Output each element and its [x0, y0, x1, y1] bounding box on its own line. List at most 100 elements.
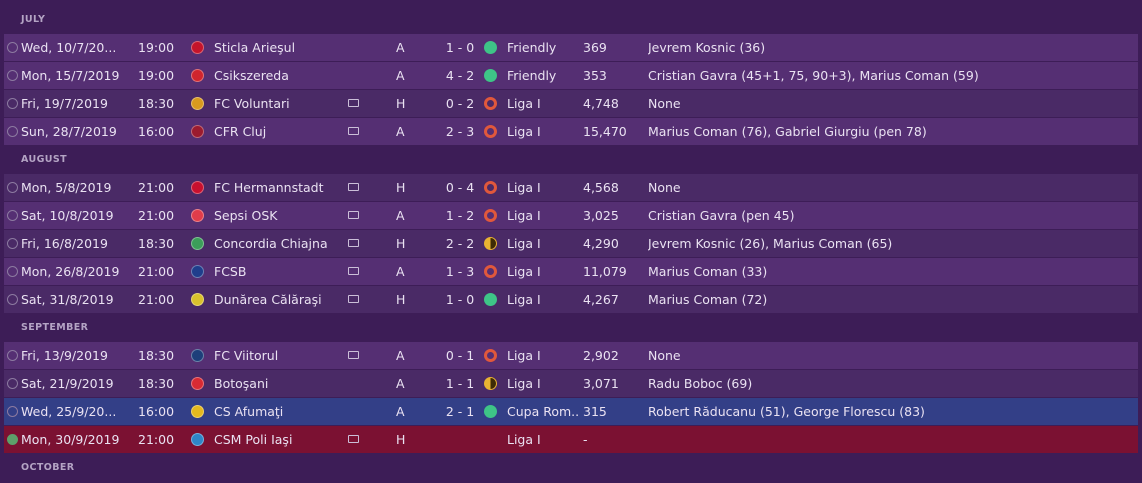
attendance: 315 — [583, 404, 607, 419]
competition-link[interactable]: Liga I — [507, 376, 541, 391]
fixture-row[interactable]: Wed, 25/9/20... 16:00 CS Afumaţi A 2 - 1 Cupa… — [4, 398, 1138, 425]
fixture-row[interactable]: Fri, 13/9/2019 18:30 FC Viitorul A 0 - 1 Liga… — [4, 342, 1138, 369]
select-checkbox[interactable] — [7, 406, 18, 417]
select-checkbox[interactable] — [7, 98, 18, 109]
result-loss-icon — [484, 209, 497, 222]
match-date: Mon, 15/7/2019 — [21, 68, 120, 83]
competition-link[interactable]: Liga I — [507, 96, 541, 111]
fixture-row[interactable]: Mon, 5/8/2019 21:00 FC Hermannstadt H 0 - 4 L… — [4, 174, 1138, 201]
competition-link[interactable]: Liga I — [507, 180, 541, 195]
score: 0 - 2 — [445, 96, 475, 111]
competition-link[interactable]: Liga I — [507, 432, 541, 447]
club-badge-icon — [191, 125, 204, 138]
club-badge-icon — [191, 377, 204, 390]
score: 4 - 2 — [445, 68, 475, 83]
fixture-row[interactable]: Mon, 26/8/2019 21:00 FCSB A 1 - 3 Liga I 11,07… — [4, 258, 1138, 285]
match-date: Sat, 10/8/2019 — [21, 208, 114, 223]
goalscorers: Jevrem Kosnic (36) — [648, 40, 766, 55]
select-checkbox[interactable] — [7, 42, 18, 53]
score: 1 - 0 — [445, 292, 475, 307]
competition-link[interactable]: Cupa Rom... — [507, 404, 579, 419]
venue: A — [396, 264, 405, 279]
attendance: 4,568 — [583, 180, 619, 195]
match-date: Wed, 25/9/20... — [21, 404, 117, 419]
result-loss-icon — [484, 181, 497, 194]
opponent-link[interactable]: Concordia Chiajna — [214, 236, 328, 251]
opponent-link[interactable]: CS Afumaţi — [214, 404, 284, 419]
competition-link[interactable]: Liga I — [507, 292, 541, 307]
kickoff-time: 21:00 — [138, 264, 175, 279]
attendance: 2,902 — [583, 348, 619, 363]
club-badge-icon — [191, 41, 204, 54]
fixture-row[interactable]: Sun, 28/7/2019 16:00 CFR Cluj A 2 - 3 Liga I 1… — [4, 118, 1138, 145]
select-checkbox[interactable] — [7, 70, 18, 81]
opponent-link[interactable]: FC Hermannstadt — [214, 180, 324, 195]
select-checkbox[interactable] — [7, 266, 18, 277]
opponent-link[interactable]: Csikszereda — [214, 68, 289, 83]
opponent-link[interactable]: FCSB — [214, 264, 247, 279]
select-checkbox[interactable] — [7, 182, 18, 193]
fixture-row[interactable]: Sat, 21/9/2019 18:30 Botoşani A 1 - 1 Liga I 3… — [4, 370, 1138, 397]
opponent-link[interactable]: Sticla Arieşul — [214, 40, 296, 55]
fixture-row[interactable]: Sat, 31/8/2019 21:00 Dunărea Călăraşi H 1 - … — [4, 286, 1138, 313]
score: 2 - 3 — [445, 124, 475, 139]
opponent-link[interactable]: Botoşani — [214, 376, 269, 391]
opponent-link[interactable]: Dunărea Călăraşi — [214, 292, 322, 307]
fixture-row[interactable]: Fri, 19/7/2019 18:30 FC Voluntari H 0 - 2 Lig… — [4, 90, 1138, 117]
select-checkbox[interactable] — [7, 434, 18, 445]
venue: H — [396, 96, 406, 111]
match-date: Fri, 16/8/2019 — [21, 236, 108, 251]
attendance: 3,071 — [583, 376, 619, 391]
competition-link[interactable]: Friendly — [507, 40, 557, 55]
fixture-row[interactable]: Mon, 30/9/2019 21:00 CSM Poli Iaşi H Liga I - — [4, 426, 1138, 453]
match-date: Mon, 26/8/2019 — [21, 264, 120, 279]
competition-link[interactable]: Liga I — [507, 208, 541, 223]
result-win-icon — [484, 405, 497, 418]
select-checkbox[interactable] — [7, 238, 18, 249]
opponent-link[interactable]: CFR Cluj — [214, 124, 267, 139]
goalscorers: Robert Răducanu (51), George Florescu (8… — [648, 404, 925, 419]
venue: H — [396, 432, 406, 447]
fixtures-list: JULY Wed, 10/7/20... 19:00 Sticla Arieşul A 1… — [0, 6, 1142, 482]
select-checkbox[interactable] — [7, 294, 18, 305]
score: 1 - 2 — [445, 208, 475, 223]
score: 2 - 1 — [445, 404, 475, 419]
opponent-link[interactable]: FC Voluntari — [214, 96, 290, 111]
venue: A — [396, 124, 405, 139]
match-date: Fri, 19/7/2019 — [21, 96, 108, 111]
club-badge-icon — [191, 293, 204, 306]
score: 1 - 0 — [445, 40, 475, 55]
fixture-row[interactable]: Sat, 10/8/2019 21:00 Sepsi OSK A 1 - 2 Liga I… — [4, 202, 1138, 229]
tv-icon — [348, 127, 359, 135]
opponent-link[interactable]: CSM Poli Iaşi — [214, 432, 293, 447]
tv-icon — [348, 183, 359, 191]
fixture-row[interactable]: Mon, 15/7/2019 19:00 Csikszereda A 4 - 2 Frie… — [4, 62, 1138, 89]
select-checkbox[interactable] — [7, 350, 18, 361]
club-badge-icon — [191, 181, 204, 194]
score: 0 - 1 — [445, 348, 475, 363]
kickoff-time: 18:30 — [138, 236, 175, 251]
select-checkbox[interactable] — [7, 210, 18, 221]
select-checkbox[interactable] — [7, 378, 18, 389]
competition-link[interactable]: Friendly — [507, 68, 557, 83]
select-checkbox[interactable] — [7, 126, 18, 137]
competition-link[interactable]: Liga I — [507, 236, 541, 251]
venue: A — [396, 404, 405, 419]
kickoff-time: 21:00 — [138, 208, 175, 223]
match-date: Mon, 5/8/2019 — [21, 180, 112, 195]
competition-link[interactable]: Liga I — [507, 264, 541, 279]
result-loss-icon — [484, 125, 497, 138]
kickoff-time: 18:30 — [138, 96, 175, 111]
fixture-row[interactable]: Fri, 16/8/2019 18:30 Concordia Chiajna H 2 -… — [4, 230, 1138, 257]
attendance: 4,748 — [583, 96, 619, 111]
month-header: SEPTEMBER — [21, 322, 89, 333]
result-loss-icon — [484, 349, 497, 362]
venue: A — [396, 348, 405, 363]
competition-link[interactable]: Liga I — [507, 348, 541, 363]
competition-link[interactable]: Liga I — [507, 124, 541, 139]
result-draw-icon — [484, 377, 497, 390]
club-badge-icon — [191, 97, 204, 110]
opponent-link[interactable]: Sepsi OSK — [214, 208, 278, 223]
opponent-link[interactable]: FC Viitorul — [214, 348, 279, 363]
fixture-row[interactable]: Wed, 10/7/20... 19:00 Sticla Arieşul A 1 - 0… — [4, 34, 1138, 61]
